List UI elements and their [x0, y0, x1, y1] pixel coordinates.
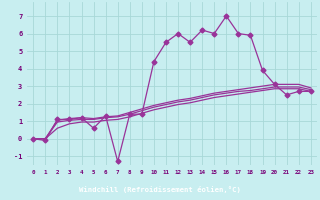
- Text: Windchill (Refroidissement éolien,°C): Windchill (Refroidissement éolien,°C): [79, 186, 241, 193]
